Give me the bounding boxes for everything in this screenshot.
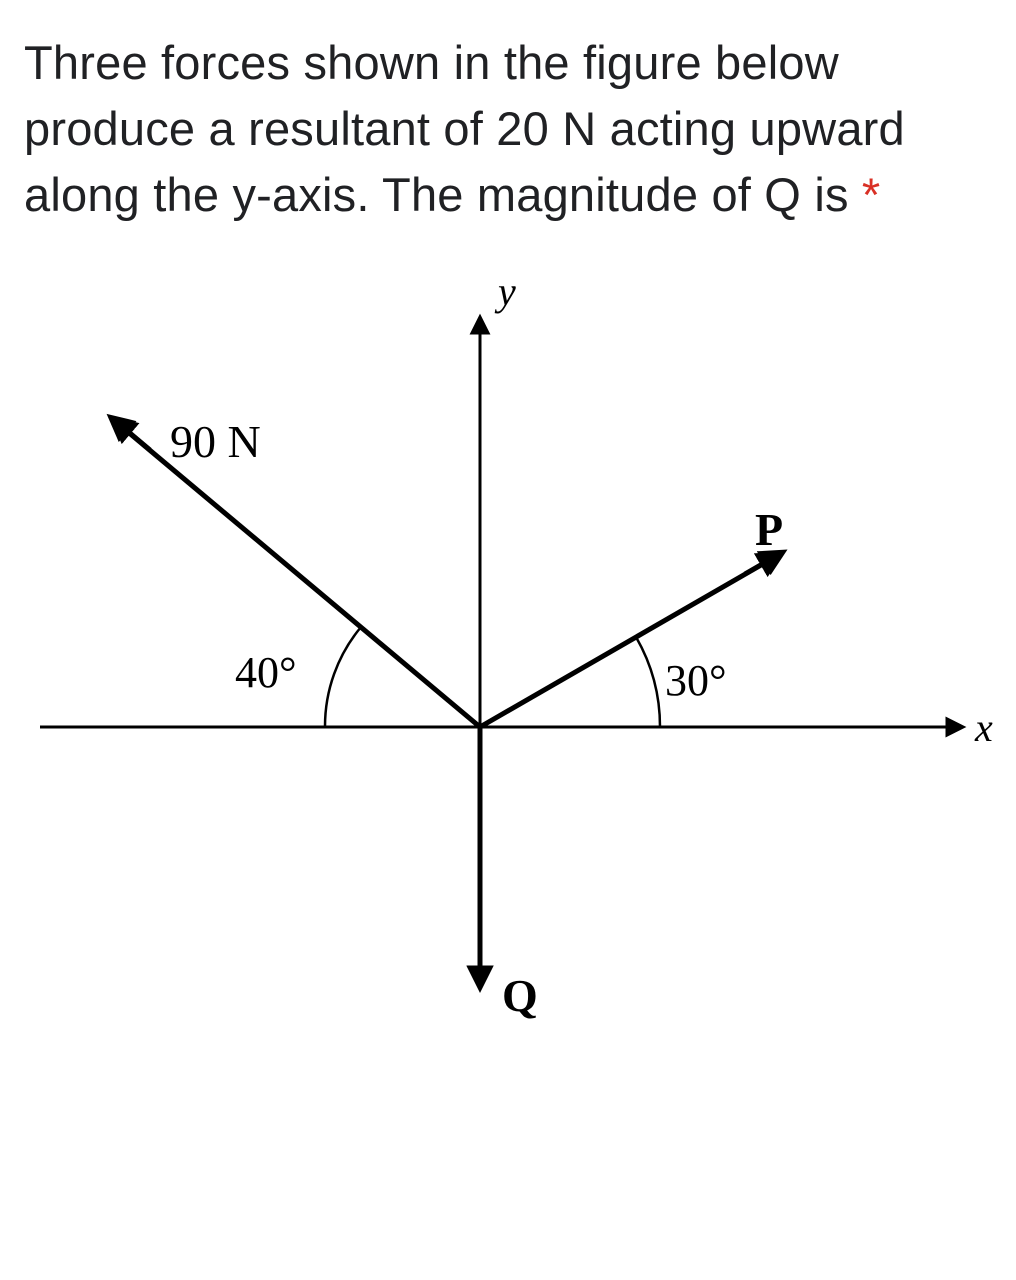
x-axis-label: x — [974, 705, 993, 750]
question-text: Three forces shown in the figure below p… — [0, 0, 1016, 227]
force-q-label: Q — [502, 970, 538, 1021]
force-p-label: P — [755, 504, 783, 555]
force-90n-label: 90 N — [170, 416, 261, 467]
angle-arc-30 — [636, 637, 660, 727]
required-asterisk: * — [862, 168, 881, 221]
angle-40-label: 40° — [235, 648, 297, 697]
force-90n-barb — [118, 423, 150, 450]
angle-30-label: 30° — [665, 656, 727, 705]
question-body: Three forces shown in the figure below p… — [24, 36, 905, 221]
y-axis-label: y — [494, 269, 516, 314]
angle-arc-40 — [325, 627, 361, 727]
force-p-vector — [480, 557, 775, 727]
force-p-barb — [745, 555, 778, 574]
force-diagram: y x 90 N 40° P 30° Q — [0, 227, 1016, 1107]
